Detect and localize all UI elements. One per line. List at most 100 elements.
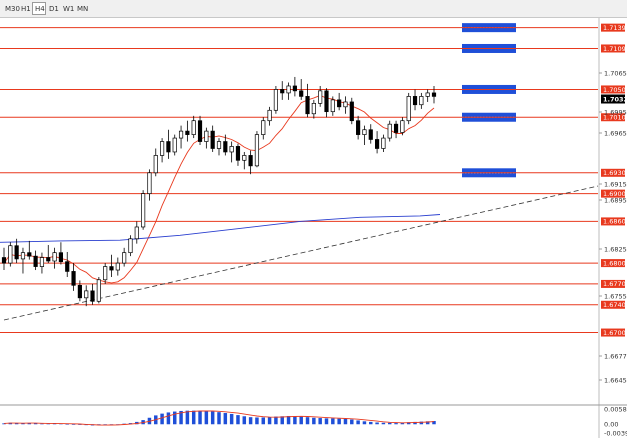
tab-h4[interactable]: H4 xyxy=(32,2,46,15)
candle-body xyxy=(90,290,95,302)
candle-body xyxy=(356,120,361,135)
candle xyxy=(191,115,196,139)
candle xyxy=(223,134,228,156)
level-zones xyxy=(462,23,516,178)
candle xyxy=(128,235,133,257)
candle-body xyxy=(134,226,139,240)
candle-body xyxy=(84,290,89,299)
histogram-bar xyxy=(122,423,126,425)
candle-body xyxy=(96,279,101,302)
oscillator-tick-label: 0.00584 xyxy=(604,405,627,413)
candle xyxy=(103,263,108,284)
price-tick-label: 1.6915 xyxy=(604,180,627,188)
level-label-text: 1.6740 xyxy=(603,301,626,309)
candle-body xyxy=(52,252,57,262)
timeframe-toolbar: M30 H1 H4 D1 W1 MN xyxy=(0,0,627,18)
candle xyxy=(229,141,234,163)
candle-body xyxy=(103,266,108,281)
candle-body xyxy=(273,89,279,111)
tab-mn[interactable]: MN xyxy=(77,5,89,13)
level-price-label: 1.7139 xyxy=(601,23,626,32)
price-tick-label: 1.6965 xyxy=(604,129,627,137)
candle xyxy=(406,92,411,125)
candle xyxy=(242,151,247,170)
level-label-text: 1.6860 xyxy=(603,218,626,226)
candle-body xyxy=(27,252,32,257)
tab-d1[interactable]: D1 xyxy=(49,5,59,13)
candle-body xyxy=(324,90,329,113)
histogram-bar xyxy=(71,424,76,425)
price-tick-label: 1.6677 xyxy=(604,352,627,360)
candle xyxy=(412,89,418,111)
histogram-bar xyxy=(413,421,417,425)
histogram-bar xyxy=(261,417,266,425)
histogram-bar xyxy=(280,416,284,425)
candle-body xyxy=(185,130,190,135)
candle xyxy=(286,82,291,100)
level-label-text: 1.6800 xyxy=(603,259,626,267)
level-label-text: 1.7139 xyxy=(603,24,626,32)
histogram-bar xyxy=(14,423,19,425)
candle-body xyxy=(109,266,114,271)
candle xyxy=(134,221,139,244)
histogram-bar xyxy=(33,423,38,425)
current-price-box xyxy=(601,94,625,104)
histogram-bar xyxy=(248,417,253,425)
candle xyxy=(14,238,19,264)
candle-body xyxy=(172,137,177,153)
histogram-bar xyxy=(394,423,398,425)
candle-body xyxy=(20,252,26,260)
price-tick-label: 1.6645 xyxy=(604,376,627,384)
histogram-bar xyxy=(172,411,177,425)
candle xyxy=(172,134,177,156)
histogram-bar xyxy=(406,422,411,425)
candle xyxy=(254,131,260,168)
current-price-label: 1.7032 xyxy=(603,95,627,103)
candle xyxy=(109,254,114,277)
level-price-label: 1.7050 xyxy=(601,85,626,94)
histogram-bar xyxy=(267,417,272,425)
level-label-text: 1.6900 xyxy=(603,190,626,198)
histogram-bar xyxy=(166,412,171,425)
tab-m30[interactable]: M30 xyxy=(5,5,20,13)
candle xyxy=(368,124,373,144)
candle xyxy=(166,129,171,159)
histogram-bar xyxy=(375,422,379,425)
histogram-bar xyxy=(337,418,341,425)
candle-body xyxy=(204,130,209,142)
trendline[interactable] xyxy=(3,185,599,321)
histogram-bar xyxy=(204,411,209,425)
histogram-bar xyxy=(179,410,183,425)
level-label-box xyxy=(601,85,625,94)
candle xyxy=(419,92,424,109)
candle-body xyxy=(406,96,411,122)
level-price-label: 1.6740 xyxy=(601,300,626,309)
candle xyxy=(147,169,152,201)
histogram-bar xyxy=(2,423,6,425)
level-price-label: 1.6930 xyxy=(601,168,626,177)
level-label-box xyxy=(601,279,625,288)
histogram-bar xyxy=(305,417,310,425)
tab-w1[interactable]: W1 xyxy=(63,5,75,13)
tab-h1[interactable]: H1 xyxy=(21,5,31,13)
candle-body xyxy=(299,90,304,97)
candle xyxy=(261,117,266,140)
candle-body xyxy=(1,257,7,264)
histogram-bar xyxy=(40,423,44,425)
candle-body xyxy=(223,141,228,153)
histogram-bar xyxy=(381,422,386,425)
candle xyxy=(1,247,7,271)
histogram-bar xyxy=(387,422,392,425)
candle-body xyxy=(425,92,430,97)
histogram-bar xyxy=(419,421,424,425)
candle-body xyxy=(362,129,367,135)
candle xyxy=(330,96,335,116)
histogram-bar xyxy=(369,421,373,425)
candle-body xyxy=(153,155,158,174)
histogram-bar xyxy=(350,419,354,425)
candle-body xyxy=(33,255,38,267)
candle xyxy=(141,190,146,230)
histogram-bar xyxy=(217,412,221,425)
level-label-box xyxy=(601,217,625,226)
